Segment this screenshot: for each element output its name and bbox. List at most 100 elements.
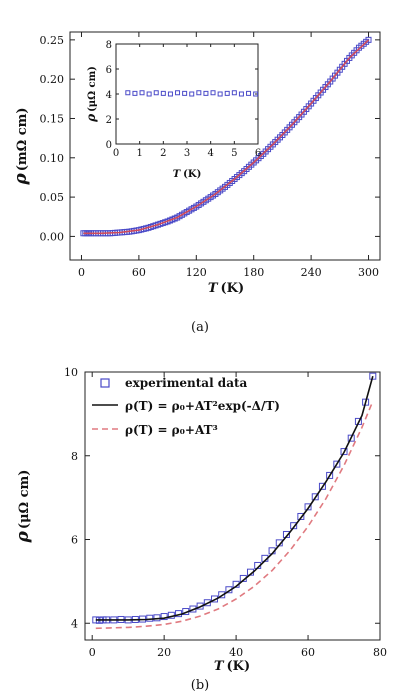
series-line xyxy=(83,39,370,235)
data-point xyxy=(146,91,152,97)
data-point xyxy=(231,90,237,96)
data-point xyxy=(217,91,223,97)
data-point xyxy=(139,90,145,96)
data-point xyxy=(218,591,226,599)
data-point xyxy=(160,613,168,621)
data-point xyxy=(224,90,230,96)
data-point xyxy=(182,90,188,96)
legend-label-dashed: ρ(T) = ρ₀+AT³ xyxy=(125,423,218,437)
y-tick-label: 10 xyxy=(64,366,78,379)
x-tick-label: 4 xyxy=(207,148,213,159)
y-tick-label: 0.05 xyxy=(40,191,65,204)
x-tick-label: 1 xyxy=(136,148,142,159)
y-tick-label: 8 xyxy=(71,450,78,463)
x-tick-label: 0 xyxy=(89,646,96,659)
x-tick-label: 60 xyxy=(301,646,315,659)
x-tick-label: 240 xyxy=(301,266,322,279)
y-tick-label: 6 xyxy=(71,534,78,547)
y-tick-label: 0 xyxy=(106,140,112,151)
panel-b: 0 20 40 60 80 4 6 8 10 ρ(μΩ cm) T (K) experimenta… xyxy=(13,366,387,693)
data-point xyxy=(238,91,244,97)
series-line xyxy=(95,400,374,630)
data-point xyxy=(311,493,319,501)
series-line xyxy=(95,375,374,621)
ylabel-a: ρ (mΩ cm) xyxy=(11,107,31,185)
data-point xyxy=(347,434,355,442)
y-tick-label: 0.10 xyxy=(40,152,65,165)
xlabel-a: T (K) xyxy=(208,281,244,296)
inset-a: 0 1 2 3 4 5 6 0 2 4 6 8 ρ(μΩ cm) T (K) xyxy=(84,40,261,180)
ylabel-b-unit: (μΩ cm) xyxy=(17,470,32,530)
data-point xyxy=(175,90,181,96)
caption-a: (a) xyxy=(191,320,209,335)
data-point xyxy=(196,90,202,96)
ylabel-a-unit: (mΩ cm) xyxy=(15,107,30,171)
xlabel-b: T (K) xyxy=(214,659,250,674)
inset-ylabel-unit: (μΩ cm) xyxy=(87,66,98,112)
x-tick-label: 0 xyxy=(78,266,85,279)
data-point xyxy=(318,482,326,490)
legend-label-solid: ρ(T) = ρ₀+AT²exp(-Δ/T) xyxy=(125,399,280,413)
x-tick-label: 0 xyxy=(113,148,119,159)
inset-series xyxy=(125,90,259,97)
ylabel-a-sym: ρ xyxy=(11,173,31,186)
x-tick-label: 120 xyxy=(186,266,207,279)
x-tick-label: 6 xyxy=(255,148,261,159)
data-point xyxy=(153,90,159,96)
x-tick-label: 20 xyxy=(157,646,171,659)
xlabel-b-unit: (K) xyxy=(227,659,251,674)
x-tick-label: 5 xyxy=(231,148,237,159)
y-tick-label: 0.00 xyxy=(40,230,65,243)
data-point xyxy=(297,512,305,520)
legend-marker-experimental xyxy=(100,378,110,388)
y-tick-label: 6 xyxy=(106,65,112,76)
x-tick-label: 2 xyxy=(160,148,166,159)
inset-xlabel-unit: (K) xyxy=(183,169,201,180)
xlabel-b-sym: T xyxy=(214,659,225,674)
y-tick-label: 8 xyxy=(106,40,112,51)
data-point xyxy=(253,91,259,97)
data-point xyxy=(333,460,341,468)
x-tick-label: 300 xyxy=(358,266,379,279)
ticks-a xyxy=(70,32,380,260)
y-tick-label: 4 xyxy=(106,90,112,101)
xlabel-a-unit: (K) xyxy=(221,281,245,296)
data-point xyxy=(160,90,166,96)
tick-labels-b: 0 20 40 60 80 4 6 8 10 xyxy=(64,366,387,659)
legend-b: experimental data ρ(T) = ρ₀+AT²exp(-Δ/T)… xyxy=(92,376,280,437)
data-point xyxy=(132,90,138,96)
ticks-b xyxy=(85,371,381,640)
inset-ticks xyxy=(115,43,259,145)
ylabel-b: ρ(μΩ cm) xyxy=(13,470,33,544)
x-tick-label: 180 xyxy=(243,266,264,279)
data-point xyxy=(304,503,312,511)
y-tick-label: 0.20 xyxy=(40,73,65,86)
data-point xyxy=(290,522,298,530)
data-point xyxy=(326,471,334,479)
data-point xyxy=(340,448,348,456)
inset-ylabel: ρ(μΩ cm) xyxy=(84,66,98,123)
y-tick-label: 4 xyxy=(71,617,78,630)
series-b xyxy=(92,372,377,630)
data-point xyxy=(246,90,252,96)
plot-area-b xyxy=(84,371,381,641)
data-point xyxy=(365,36,372,43)
caption-b: (b) xyxy=(191,678,209,693)
panel-a: 0 60 120 180 240 3000.000.050.100.150.200.25 … xyxy=(11,31,381,335)
x-tick-label: 40 xyxy=(229,646,243,659)
inset-xlabel-sym: T xyxy=(173,169,182,180)
x-tick-label: 80 xyxy=(373,646,387,659)
inset-ylabel-sym: ρ xyxy=(84,113,98,123)
x-tick-label: 60 xyxy=(132,266,146,279)
y-tick-label: 2 xyxy=(106,115,112,126)
data-point xyxy=(125,90,131,96)
data-point xyxy=(167,91,173,97)
data-point xyxy=(210,90,216,96)
xlabel-a-sym: T xyxy=(208,281,219,296)
legend-label-experimental: experimental data xyxy=(125,376,248,390)
data-point xyxy=(189,91,195,97)
inset-tick-labels: 0 1 2 3 4 5 6 0 2 4 6 8 xyxy=(106,40,262,159)
x-tick-label: 3 xyxy=(184,148,190,159)
